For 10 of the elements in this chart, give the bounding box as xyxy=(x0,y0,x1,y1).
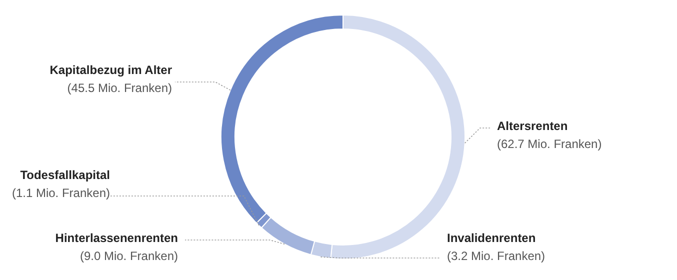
slice-label: Hinterlassenenrenten xyxy=(55,231,178,245)
slice-label: Altersrenten xyxy=(497,119,568,133)
data-label: (1.1 Mio. Franken) xyxy=(12,186,110,200)
data-label: (45.5 Mio. Franken) xyxy=(67,81,172,95)
data-label: (3.2 Mio. Franken) xyxy=(447,249,546,263)
data-label: (62.7 Mio. Franken) xyxy=(497,137,602,151)
slice-label: Invalidenrenten xyxy=(447,231,536,245)
slice-label: Todesfallkapital xyxy=(20,168,110,182)
slice-label: Kapitalbezug im Alter xyxy=(50,63,172,77)
data-label: (9.0 Mio. Franken) xyxy=(80,249,178,263)
